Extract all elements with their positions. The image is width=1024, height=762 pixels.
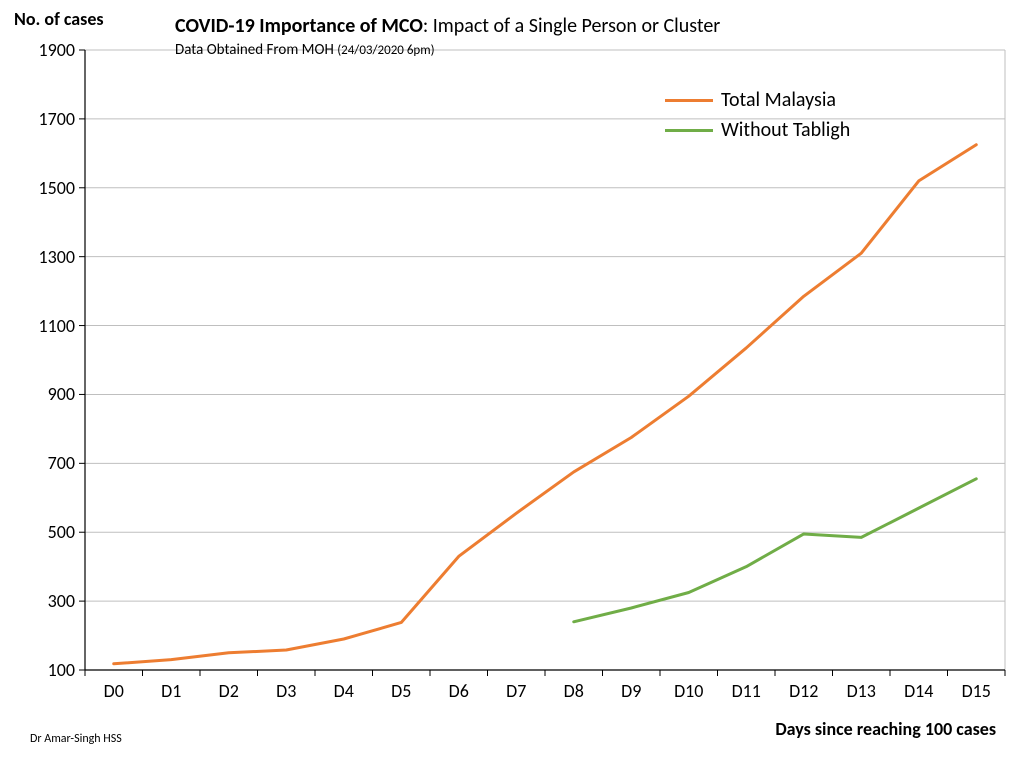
legend-label: Without Tabligh: [721, 118, 850, 142]
y-tick-label: 700: [48, 452, 75, 474]
x-tick-label: D13: [833, 680, 891, 702]
chart-subtitle-detail: (24/03/2020 6pm): [337, 43, 434, 58]
legend-label: Total Malaysia: [721, 88, 836, 112]
plot-area: [0, 0, 1024, 762]
x-tick-label: D15: [948, 680, 1006, 702]
chart-container: No. of cases COVID-19 Importance of MCO:…: [0, 0, 1024, 762]
chart-title-bold: COVID-19 Importance of MCO: [175, 14, 423, 38]
x-tick-label: D6: [430, 680, 488, 702]
x-tick-label: D12: [775, 680, 833, 702]
y-tick-label: 1300: [39, 246, 76, 268]
y-axis-title: No. of cases: [14, 8, 104, 30]
x-axis-title: Days since reaching 100 cases: [775, 718, 996, 740]
legend-swatch: [665, 99, 713, 102]
legend: Total Malaysia Without Tabligh: [665, 88, 850, 148]
x-tick-label: D9: [603, 680, 661, 702]
x-tick-label: D0: [85, 680, 143, 702]
y-tick-label: 300: [48, 590, 75, 612]
x-tick-label: D7: [488, 680, 546, 702]
x-tick-label: D11: [718, 680, 776, 702]
chart-subtitle: Data Obtained From MOH (24/03/2020 6pm): [175, 40, 435, 59]
legend-item: Total Malaysia: [665, 88, 850, 112]
x-tick-label: D14: [890, 680, 948, 702]
legend-item: Without Tabligh: [665, 118, 850, 142]
chart-title: COVID-19 Importance of MCO: Impact of a …: [175, 14, 720, 38]
chart-title-rest: : Impact of a Single Person or Cluster: [423, 14, 720, 38]
x-tick-label: D2: [200, 680, 258, 702]
x-tick-label: D5: [373, 680, 431, 702]
y-tick-label: 1500: [39, 177, 76, 199]
y-tick-label: 500: [48, 521, 75, 543]
chart-subtitle-prefix: Data Obtained From MOH: [175, 41, 337, 59]
y-tick-label: 1700: [39, 108, 76, 130]
x-tick-label: D1: [143, 680, 201, 702]
attribution: Dr Amar-Singh HSS: [30, 732, 122, 746]
x-tick-label: D4: [315, 680, 373, 702]
x-tick-label: D8: [545, 680, 603, 702]
y-tick-label: 900: [48, 383, 75, 405]
y-tick-label: 100: [48, 659, 75, 681]
x-tick-label: D3: [258, 680, 316, 702]
x-tick-label: D10: [660, 680, 718, 702]
legend-swatch: [665, 129, 713, 132]
y-tick-label: 1900: [39, 39, 76, 61]
y-tick-label: 1100: [39, 315, 76, 337]
